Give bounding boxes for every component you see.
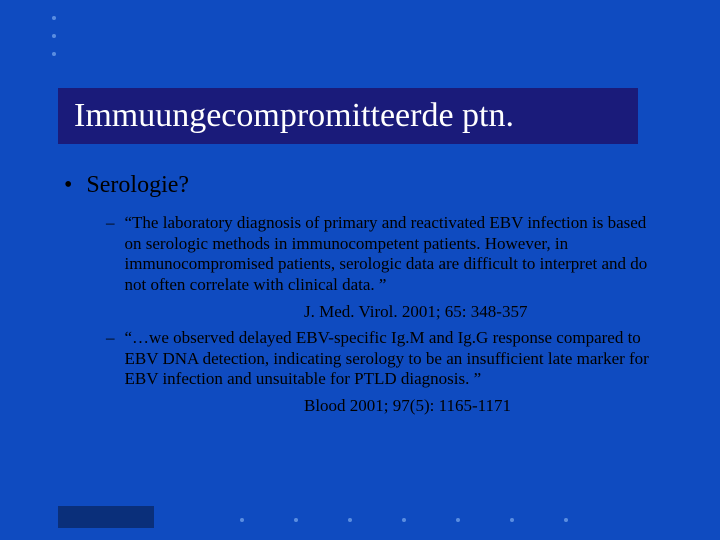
citation-text: Blood 2001; 97(5): 1165-1171 [304,396,664,416]
dot-icon [294,518,298,522]
content-area: • Serologie? – “The laboratory diagnosis… [64,172,664,422]
dash-marker-icon: – [106,328,115,348]
slide: Immuungecompromitteerde ptn. • Serologie… [0,0,720,540]
decorative-dots-bottom [240,518,568,522]
dot-icon [52,52,56,56]
citation-text: J. Med. Virol. 2001; 65: 348-357 [304,302,664,322]
dot-icon [240,518,244,522]
quote-text: “…we observed delayed EBV-specific Ig.M … [125,328,665,390]
sub-point: – “The laboratory diagnosis of primary a… [106,213,664,296]
bullet-item: • Serologie? [64,172,664,199]
decorative-dots-top-left [52,16,56,70]
dot-icon [52,34,56,38]
bullet-marker-icon: • [64,173,72,197]
decorative-rect-bottom-left [58,506,154,528]
dot-icon [564,518,568,522]
dot-icon [348,518,352,522]
dot-icon [402,518,406,522]
slide-title: Immuungecompromitteerde ptn. [74,97,514,135]
dot-icon [510,518,514,522]
dot-icon [456,518,460,522]
quote-text: “The laboratory diagnosis of primary and… [125,213,665,296]
dot-icon [52,16,56,20]
dash-marker-icon: – [106,213,115,233]
title-container: Immuungecompromitteerde ptn. [58,88,638,144]
sub-point: – “…we observed delayed EBV-specific Ig.… [106,328,664,390]
bullet-text: Serologie? [86,172,189,199]
